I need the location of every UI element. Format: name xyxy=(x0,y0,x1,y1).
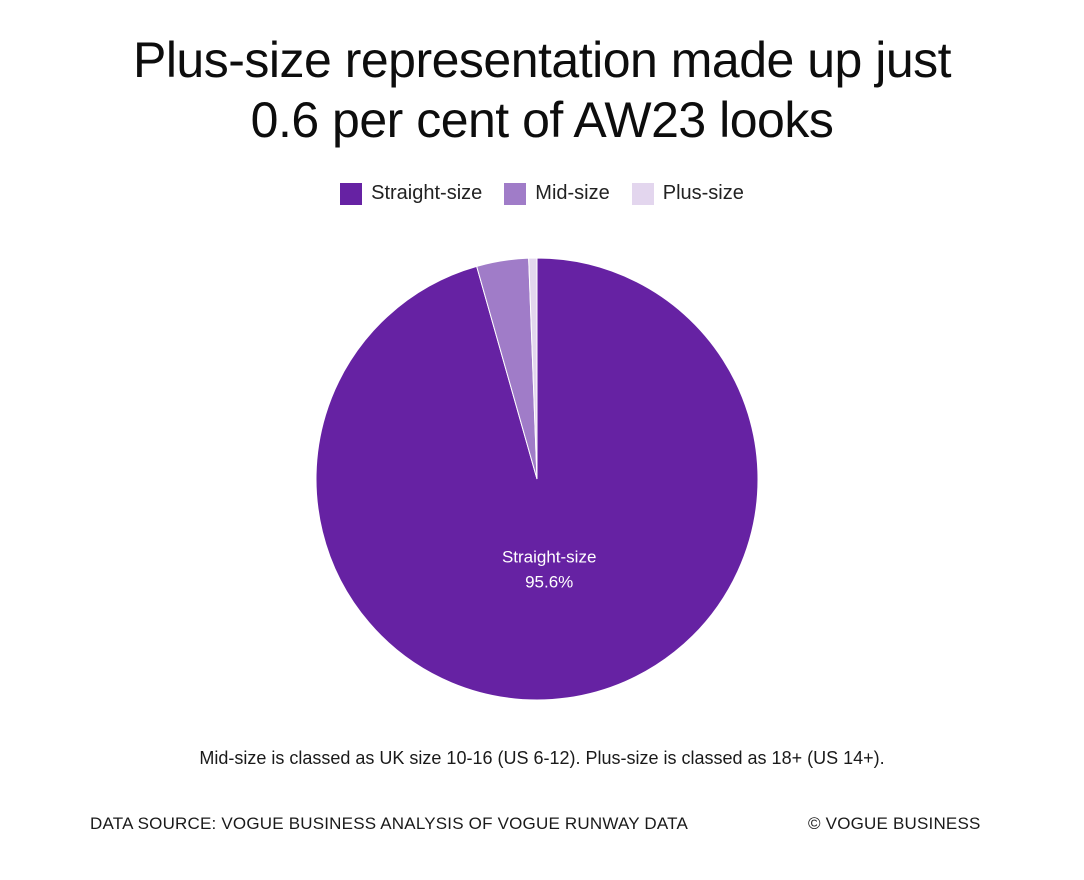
pie-labels: Straight-size 95.6% xyxy=(502,548,596,592)
chart-title: Plus-size representation made up just 0.… xyxy=(0,30,1084,150)
legend-label-mid-size: Mid-size xyxy=(535,182,610,204)
footnote: Mid-size is classed as UK size 10-16 (US… xyxy=(199,748,885,768)
pie-slice-plus-size xyxy=(528,257,538,480)
slice-value-straight-size: 95.6% xyxy=(525,573,573,592)
pie-chart: Straight-size 95.6% xyxy=(315,257,759,701)
legend-swatch-straight-size xyxy=(340,182,363,205)
legend-label-straight-size: Straight-size xyxy=(371,182,483,204)
legend-swatch-plus-size xyxy=(631,182,654,205)
copyright: © VOGUE BUSINESS xyxy=(808,814,981,833)
data-source: DATA SOURCE: VOGUE BUSINESS ANALYSIS OF … xyxy=(90,814,689,833)
chart-title-line-1: Plus-size representation made up just xyxy=(132,32,952,88)
chart-title-line-2: 0.6 per cent of AW23 looks xyxy=(250,92,834,148)
slice-label-straight-size: Straight-size xyxy=(502,548,596,567)
chart-legend: Straight-size Mid-size Plus-size xyxy=(0,182,1084,205)
legend-item-mid-size: Mid-size xyxy=(504,182,610,205)
pie-slices xyxy=(315,257,759,701)
legend-label-plus-size: Plus-size xyxy=(662,182,744,204)
legend-swatch-mid-size xyxy=(504,182,527,205)
legend-item-straight-size: Straight-size xyxy=(340,182,482,205)
legend-item-plus-size: Plus-size xyxy=(631,182,744,205)
